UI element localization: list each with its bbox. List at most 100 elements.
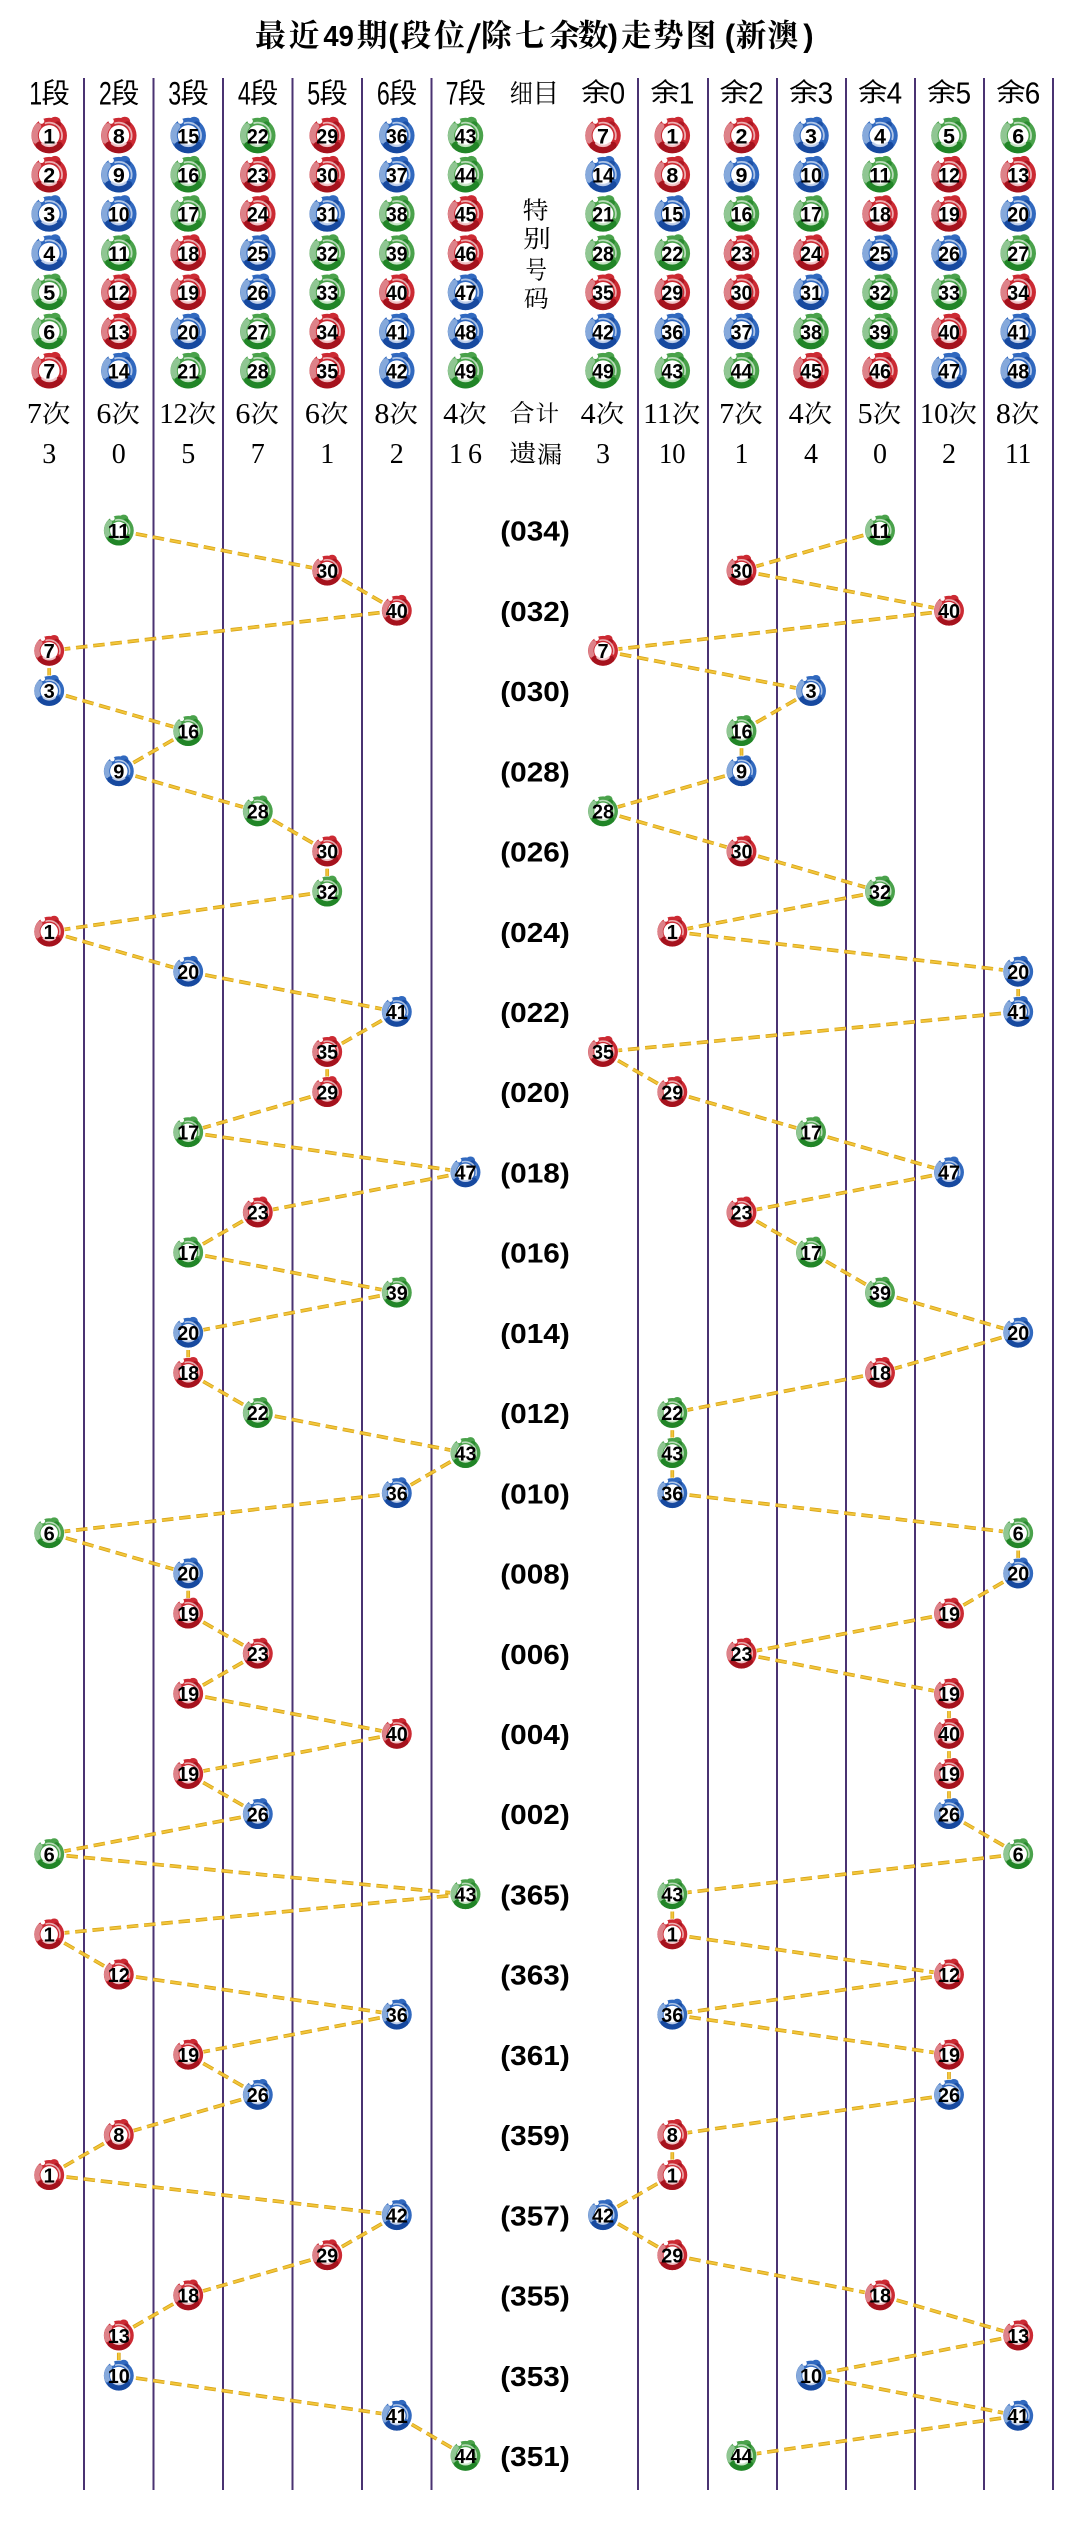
svg-text:6: 6 (377, 75, 390, 111)
svg-text:9: 9 (736, 164, 748, 188)
svg-text:(365): (365) (500, 1879, 570, 1910)
svg-text:19: 19 (938, 203, 960, 227)
svg-text:2: 2 (390, 439, 404, 470)
svg-text:1: 1 (44, 1925, 55, 1947)
svg-text:11: 11 (108, 242, 130, 266)
svg-text:6: 6 (43, 320, 55, 344)
svg-text:11: 11 (643, 398, 672, 430)
svg-text:6: 6 (1013, 1844, 1024, 1866)
svg-text:30: 30 (731, 561, 753, 583)
svg-text:8: 8 (667, 2125, 678, 2147)
svg-text:3: 3 (44, 681, 55, 703)
svg-text:32: 32 (316, 242, 338, 266)
svg-text:24: 24 (800, 242, 822, 266)
svg-text:29: 29 (316, 2246, 338, 2268)
svg-text:16: 16 (731, 721, 753, 743)
svg-text:19: 19 (938, 2045, 960, 2067)
svg-text:8: 8 (113, 2125, 124, 2147)
svg-text:36: 36 (386, 124, 408, 148)
svg-text:37: 37 (731, 320, 753, 344)
svg-text:7: 7 (446, 75, 459, 111)
svg-text:7: 7 (719, 398, 734, 430)
svg-text:6: 6 (44, 1844, 55, 1866)
svg-text:19: 19 (938, 1764, 960, 1786)
svg-text:17: 17 (800, 203, 822, 227)
svg-text:28: 28 (247, 360, 269, 384)
svg-text:10: 10 (659, 439, 686, 470)
svg-text:13: 13 (108, 320, 130, 344)
svg-text:43: 43 (455, 1885, 477, 1907)
svg-text:20: 20 (177, 962, 199, 984)
svg-text:12: 12 (108, 281, 130, 305)
svg-text:(357): (357) (500, 2200, 570, 2231)
svg-text:10: 10 (108, 203, 130, 227)
svg-text:(351): (351) (500, 2441, 570, 2472)
svg-text:(028): (028) (500, 756, 570, 787)
svg-text:47: 47 (938, 360, 960, 384)
svg-text:9: 9 (113, 164, 125, 188)
svg-text:18: 18 (869, 1363, 891, 1385)
svg-text:(: ( (388, 19, 399, 54)
svg-text:30: 30 (316, 561, 338, 583)
svg-text:40: 40 (386, 601, 408, 623)
svg-text:1: 1 (667, 1925, 678, 1947)
svg-text:3: 3 (805, 124, 817, 148)
svg-text:): ) (803, 19, 813, 54)
svg-text:4: 4 (238, 75, 251, 111)
svg-text:13: 13 (1007, 2326, 1029, 2348)
svg-text:(361): (361) (500, 2040, 570, 2071)
svg-text:6: 6 (96, 398, 111, 430)
svg-text:17: 17 (177, 1243, 199, 1265)
svg-text:48: 48 (455, 320, 477, 344)
svg-text:30: 30 (731, 842, 753, 864)
svg-text:(014): (014) (500, 1318, 570, 1349)
svg-text:45: 45 (800, 360, 822, 384)
svg-text:8: 8 (996, 398, 1011, 430)
svg-text:1: 1 (667, 2165, 678, 2187)
svg-text:17: 17 (177, 1123, 199, 1145)
svg-text:20: 20 (177, 320, 199, 344)
svg-text:47: 47 (938, 1163, 960, 1185)
svg-text:24: 24 (247, 203, 269, 227)
svg-text:30: 30 (316, 842, 338, 864)
svg-text:19: 19 (177, 2045, 199, 2067)
svg-text:11: 11 (1005, 439, 1032, 470)
svg-text:42: 42 (592, 2205, 614, 2227)
svg-text:43: 43 (661, 360, 683, 384)
svg-text:3: 3 (818, 77, 834, 111)
svg-text:(020): (020) (500, 1077, 570, 1108)
svg-text:26: 26 (247, 281, 269, 305)
svg-text:18: 18 (177, 1363, 199, 1385)
svg-text:33: 33 (316, 281, 338, 305)
svg-text:1: 1 (320, 439, 334, 470)
svg-text:16: 16 (177, 721, 199, 743)
svg-text:(002): (002) (500, 1799, 570, 1830)
svg-text:3: 3 (596, 439, 610, 470)
svg-text:20: 20 (1007, 203, 1029, 227)
svg-text:32: 32 (316, 882, 338, 904)
svg-text:11: 11 (869, 521, 891, 543)
svg-text:16: 16 (177, 164, 199, 188)
svg-text:42: 42 (386, 360, 408, 384)
svg-text:3: 3 (43, 203, 55, 227)
svg-text:(022): (022) (500, 997, 570, 1028)
svg-text:41: 41 (386, 1002, 408, 1024)
svg-text:11: 11 (108, 521, 130, 543)
svg-text:5: 5 (858, 398, 873, 430)
svg-text:1: 1 (44, 922, 55, 944)
svg-text:10: 10 (920, 398, 949, 430)
svg-text:(012): (012) (500, 1398, 570, 1429)
svg-text:29: 29 (661, 2246, 683, 2268)
svg-text:46: 46 (869, 360, 891, 384)
svg-text:38: 38 (800, 320, 822, 344)
svg-text:39: 39 (869, 1283, 891, 1305)
svg-text:41: 41 (386, 320, 408, 344)
svg-text:22: 22 (661, 1403, 683, 1425)
svg-text:42: 42 (592, 320, 614, 344)
svg-text:21: 21 (177, 360, 199, 384)
svg-text:34: 34 (1007, 281, 1029, 305)
svg-text:0: 0 (610, 77, 626, 111)
svg-text:28: 28 (247, 802, 269, 824)
svg-text:31: 31 (800, 281, 822, 305)
svg-text:8: 8 (113, 124, 125, 148)
